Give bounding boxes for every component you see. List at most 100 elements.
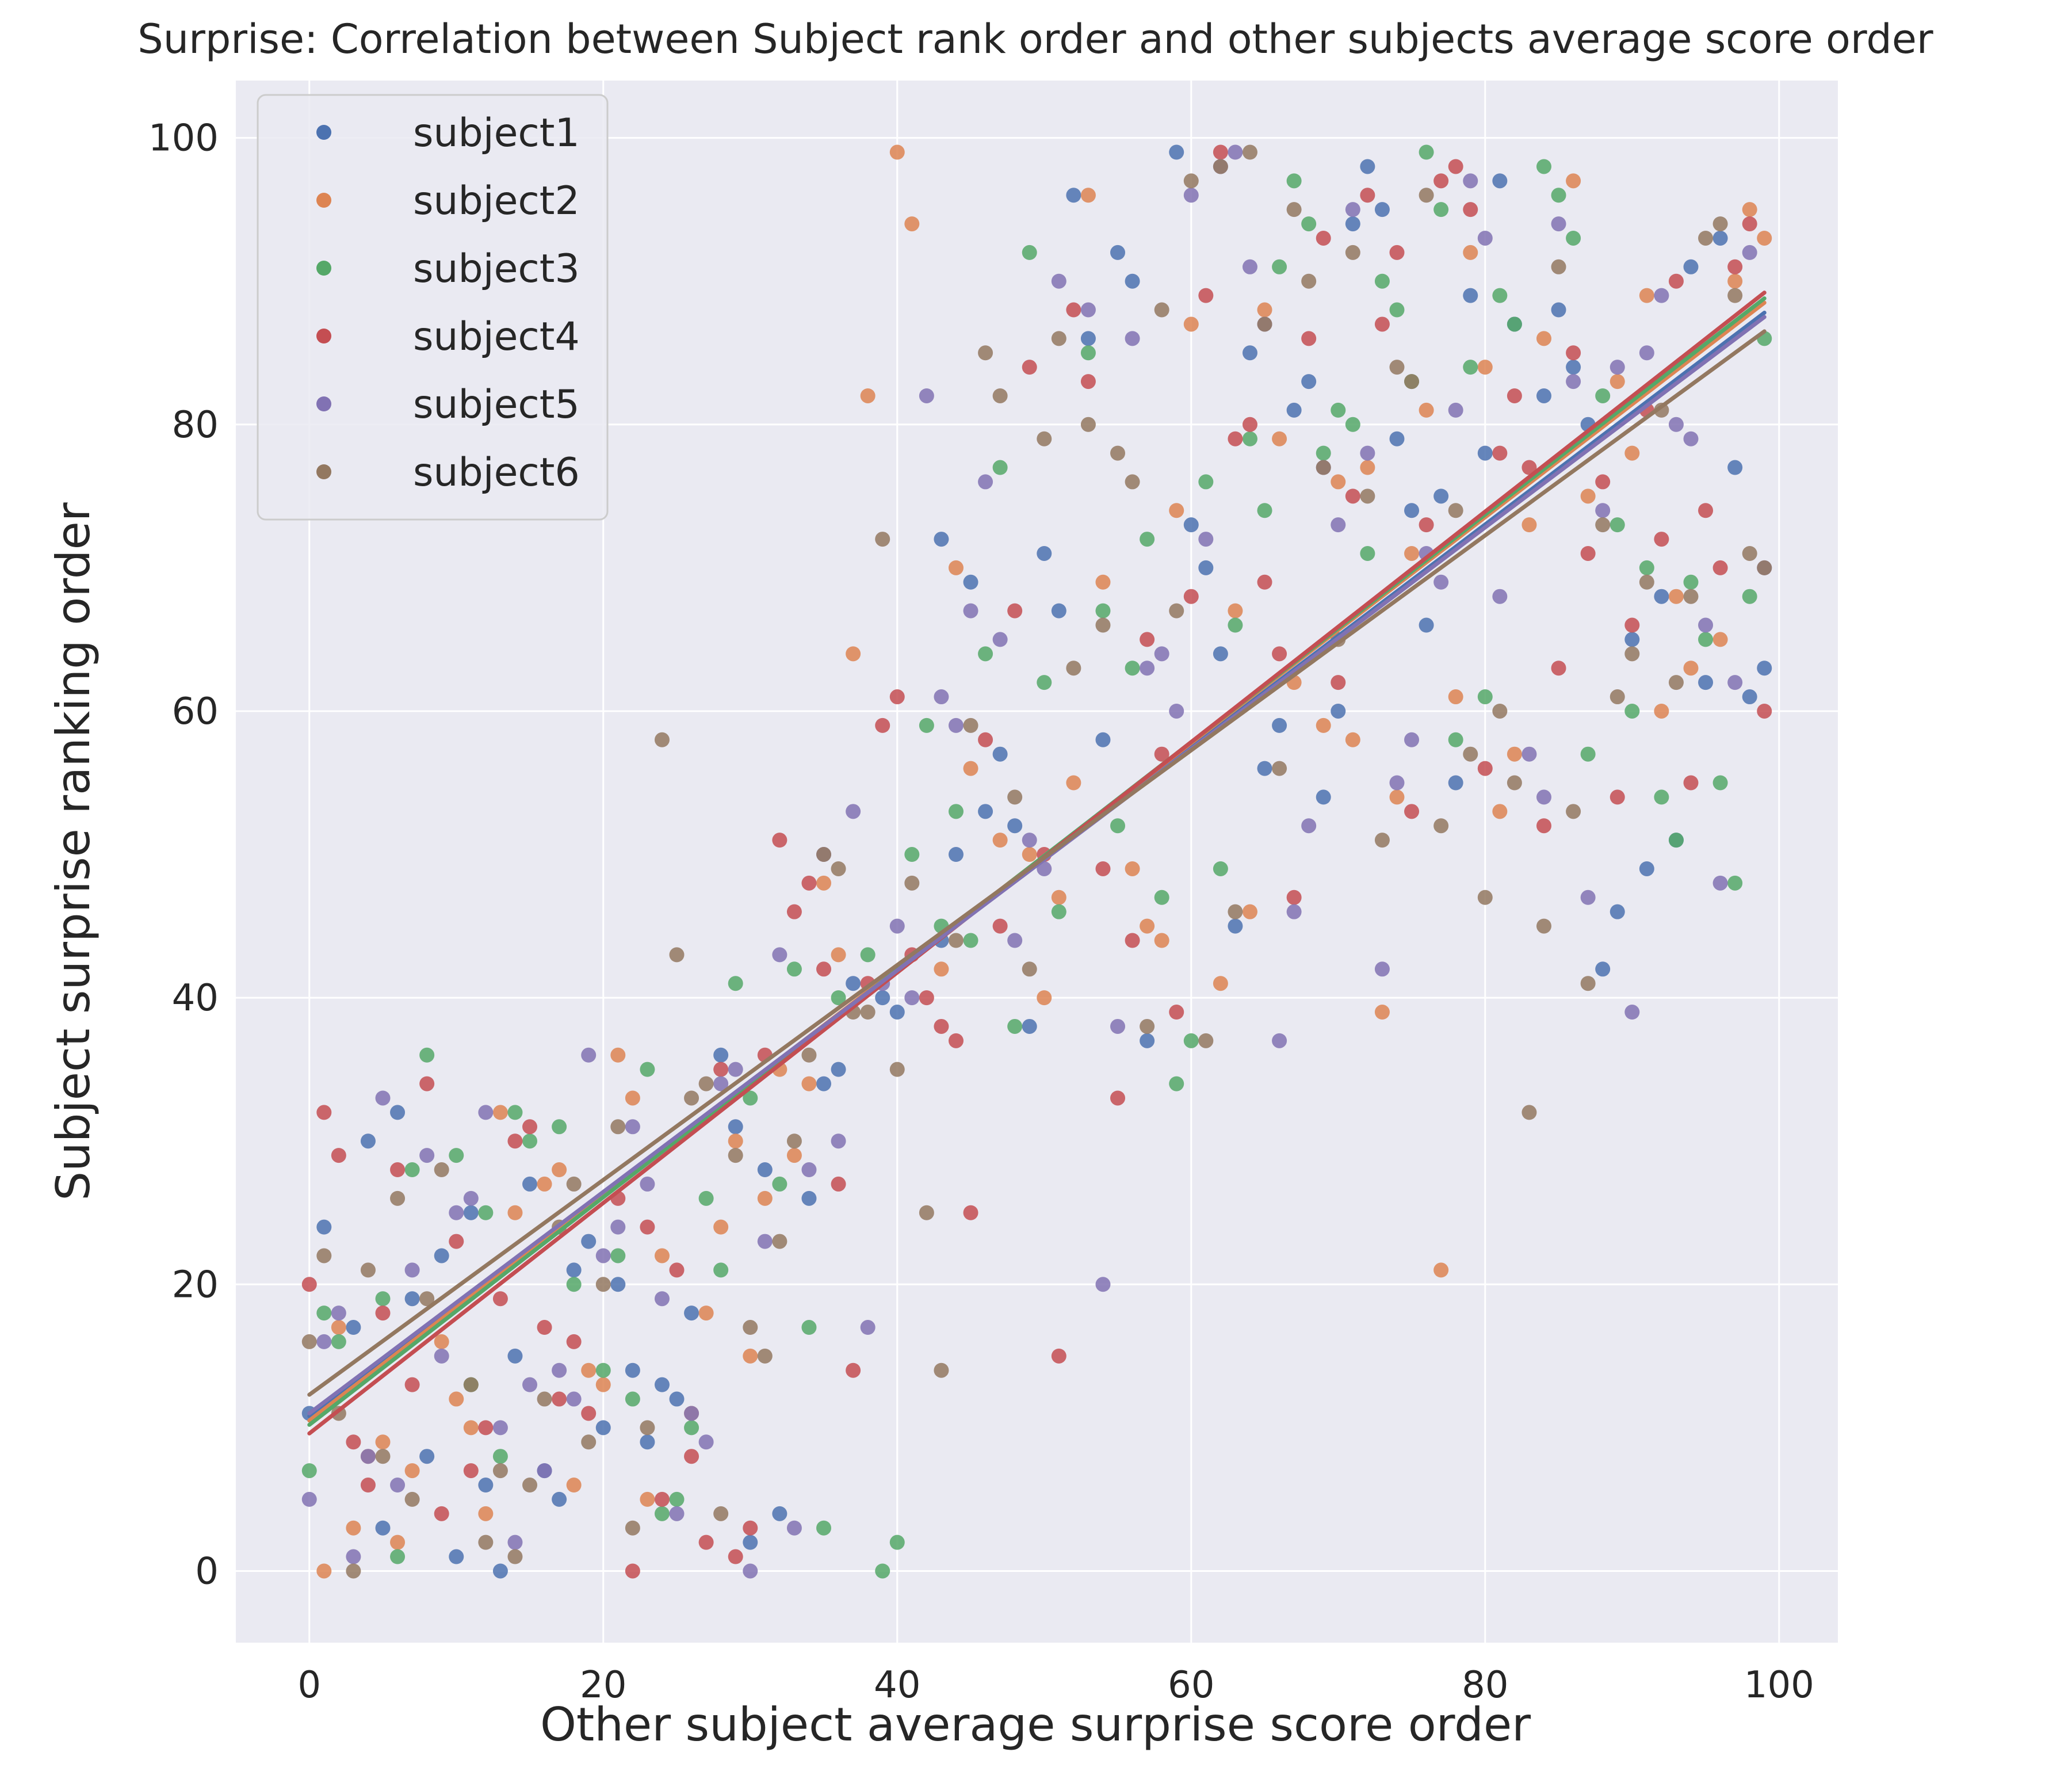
data-point-subject6 <box>1169 603 1184 619</box>
data-point-subject2 <box>934 961 949 977</box>
data-point-subject2 <box>581 1362 597 1378</box>
data-point-subject1 <box>978 804 993 819</box>
data-point-subject1 <box>595 1420 611 1436</box>
data-point-subject2 <box>728 1133 743 1149</box>
data-point-subject4 <box>1140 632 1155 647</box>
data-point-subject4 <box>404 1377 420 1392</box>
data-point-subject5 <box>552 1362 567 1378</box>
data-point-subject6 <box>1140 1018 1155 1034</box>
data-point-subject2 <box>1360 460 1375 475</box>
x-tick-label: 80 <box>1462 1664 1508 1707</box>
data-point-subject3 <box>1110 818 1126 834</box>
data-point-subject4 <box>934 1018 949 1034</box>
data-point-subject1 <box>1654 589 1669 604</box>
data-point-subject6 <box>654 732 670 747</box>
y-tick-label: 100 <box>148 117 219 160</box>
data-point-subject5 <box>1566 374 1581 390</box>
data-point-subject6 <box>1022 961 1037 977</box>
data-point-subject3 <box>552 1119 567 1135</box>
data-point-subject1 <box>1757 661 1772 676</box>
data-point-subject1 <box>816 1076 832 1091</box>
data-point-subject5 <box>346 1549 361 1564</box>
data-point-subject6 <box>963 717 978 733</box>
data-point-subject5 <box>434 1348 449 1364</box>
data-point-subject6 <box>375 1449 391 1464</box>
data-point-subject5 <box>463 1190 479 1206</box>
data-point-subject5 <box>948 717 964 733</box>
data-point-subject2 <box>1037 990 1052 1006</box>
data-point-subject4 <box>1007 603 1023 619</box>
data-point-subject6 <box>1712 216 1728 232</box>
data-point-subject4 <box>669 1262 685 1278</box>
data-point-subject6 <box>419 1291 435 1307</box>
data-point-subject2 <box>1316 717 1331 733</box>
data-point-subject3 <box>1433 202 1449 217</box>
data-point-subject4 <box>566 1334 582 1349</box>
data-point-subject3 <box>831 990 846 1006</box>
data-point-subject3 <box>963 933 978 948</box>
data-point-subject2 <box>992 833 1008 848</box>
data-point-subject1 <box>1551 302 1566 318</box>
data-point-subject4 <box>1477 761 1493 776</box>
data-point-subject6 <box>1272 761 1287 776</box>
data-point-subject6 <box>1624 646 1640 662</box>
data-point-subject5 <box>1183 188 1199 203</box>
data-point-subject2 <box>948 560 964 575</box>
data-point-subject6 <box>1037 431 1052 446</box>
data-point-subject3 <box>1536 159 1551 174</box>
data-point-subject1 <box>522 1176 538 1192</box>
data-point-subject5 <box>522 1377 538 1392</box>
data-point-subject1 <box>1257 761 1272 776</box>
data-point-subject6 <box>1051 331 1066 346</box>
data-point-subject4 <box>537 1320 552 1335</box>
data-point-subject4 <box>1433 173 1449 189</box>
data-point-subject5 <box>610 1219 626 1235</box>
legend-marker-subject5 <box>316 396 331 411</box>
data-point-subject3 <box>948 804 964 819</box>
y-tick-label: 20 <box>172 1264 219 1306</box>
data-point-subject3 <box>595 1362 611 1378</box>
data-point-subject2 <box>757 1190 773 1206</box>
data-point-subject6 <box>566 1176 582 1192</box>
data-point-subject5 <box>1140 661 1155 676</box>
data-point-subject3 <box>786 961 802 977</box>
data-point-subject3 <box>375 1291 391 1307</box>
data-point-subject4 <box>1566 345 1581 361</box>
data-point-subject2 <box>1536 331 1551 346</box>
data-point-subject3 <box>1551 188 1566 203</box>
data-point-subject3 <box>1080 345 1096 361</box>
data-point-subject1 <box>1213 646 1228 662</box>
data-point-subject6 <box>301 1334 317 1349</box>
data-point-subject5 <box>992 632 1008 647</box>
data-point-subject4 <box>552 1391 567 1407</box>
data-point-subject1 <box>1727 460 1743 475</box>
data-point-subject5 <box>1610 360 1625 375</box>
data-point-subject4 <box>1757 703 1772 719</box>
data-point-subject4 <box>375 1306 391 1321</box>
data-point-subject3 <box>1257 503 1272 518</box>
data-point-subject1 <box>581 1234 597 1249</box>
data-point-subject6 <box>1683 589 1699 604</box>
data-point-subject6 <box>1521 1105 1537 1120</box>
data-point-subject4 <box>1463 202 1478 217</box>
data-point-subject3 <box>1389 302 1405 318</box>
data-point-subject1 <box>1037 545 1052 561</box>
data-point-subject2 <box>846 646 861 662</box>
data-point-subject5 <box>640 1176 655 1192</box>
data-point-subject5 <box>625 1119 640 1135</box>
data-point-subject4 <box>449 1234 464 1249</box>
data-point-subject6 <box>1595 517 1611 533</box>
data-point-subject2 <box>316 1563 332 1579</box>
data-point-subject3 <box>743 1090 758 1106</box>
data-point-subject6 <box>1286 202 1302 217</box>
data-point-subject1 <box>1389 431 1405 446</box>
data-point-subject1 <box>1272 717 1287 733</box>
data-point-subject5 <box>860 1320 876 1335</box>
data-point-subject4 <box>1242 417 1257 432</box>
data-point-subject1 <box>1419 617 1434 633</box>
data-point-subject1 <box>404 1291 420 1307</box>
data-point-subject2 <box>1374 1005 1390 1020</box>
data-point-subject3 <box>1051 904 1066 919</box>
x-tick-label: 20 <box>580 1664 626 1707</box>
data-point-subject1 <box>654 1377 670 1392</box>
